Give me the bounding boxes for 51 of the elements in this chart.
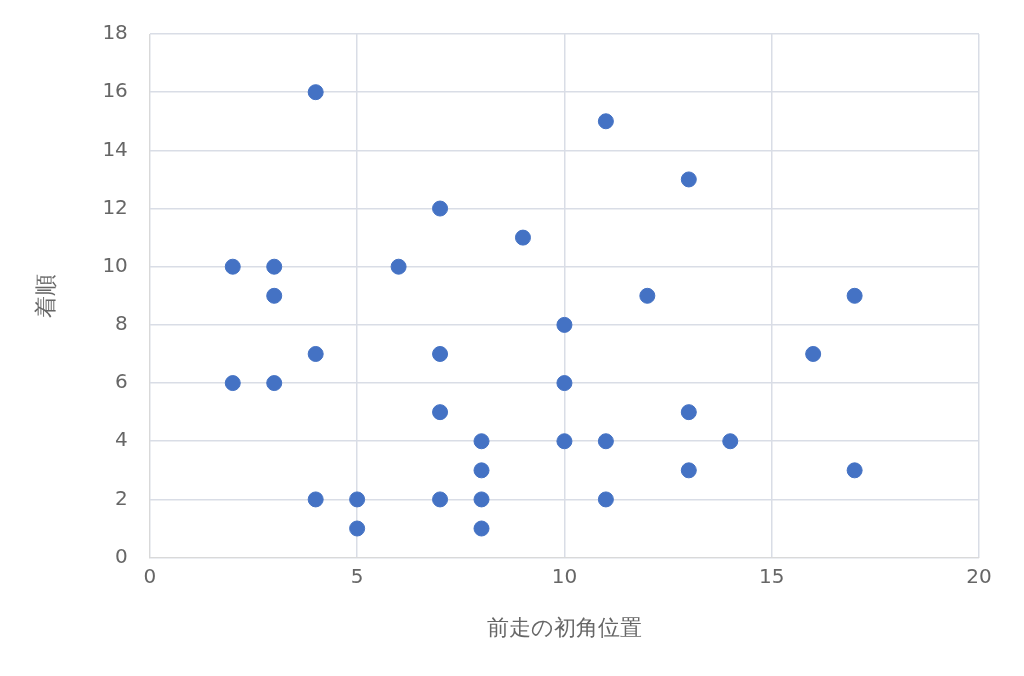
- point: [432, 200, 449, 217]
- point: [639, 287, 656, 304]
- point: [307, 84, 324, 101]
- y-tick-label: 10: [102, 252, 128, 277]
- y-tick-label: 2: [115, 485, 128, 510]
- point: [266, 375, 283, 392]
- point: [224, 258, 241, 275]
- x-tick-label: 10: [551, 563, 578, 588]
- point: [349, 520, 366, 537]
- point: [846, 287, 863, 304]
- y-tick-label: 16: [102, 78, 128, 103]
- y-tick-label: 0: [115, 543, 128, 568]
- point: [473, 491, 490, 508]
- point: [514, 229, 531, 246]
- point: [390, 258, 407, 275]
- x-tick-label: 0: [143, 563, 157, 588]
- x-tick-label: 15: [758, 563, 785, 588]
- point: [846, 462, 863, 479]
- point: [597, 491, 614, 508]
- y-tick-label: 6: [115, 369, 128, 394]
- y-axis-title: 着順: [32, 273, 58, 318]
- y-tick-label: 4: [115, 427, 128, 452]
- point: [556, 433, 573, 450]
- point: [597, 433, 614, 450]
- y-tick-label: 8: [115, 311, 128, 336]
- point: [432, 345, 449, 362]
- x-axis-title: 前走の初角位置: [486, 614, 642, 640]
- x-tick-label: 5: [350, 563, 364, 588]
- point: [266, 287, 283, 304]
- point: [307, 345, 324, 362]
- point: [556, 375, 573, 392]
- point: [680, 171, 697, 188]
- point: [680, 404, 697, 421]
- point: [680, 462, 697, 479]
- y-tick-label: 18: [102, 20, 128, 45]
- point: [307, 491, 324, 508]
- point: [805, 345, 822, 362]
- point: [266, 258, 283, 275]
- point: [432, 404, 449, 421]
- point: [473, 433, 490, 450]
- point: [432, 491, 449, 508]
- point: [556, 316, 573, 333]
- point: [473, 520, 490, 537]
- point: [349, 491, 366, 508]
- x-tick-label: 20: [966, 563, 992, 588]
- point: [722, 433, 739, 450]
- point: [473, 462, 490, 479]
- point: [224, 375, 241, 392]
- point: [597, 113, 614, 130]
- y-tick-label: 12: [102, 194, 128, 219]
- y-tick-label: 14: [102, 136, 128, 161]
